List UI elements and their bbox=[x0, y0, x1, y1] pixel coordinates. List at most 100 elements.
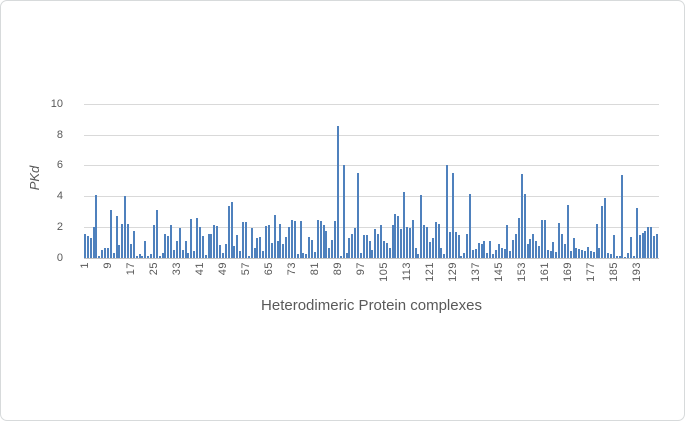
x-tick-label: 73 bbox=[285, 262, 298, 276]
bar bbox=[173, 249, 176, 258]
bar bbox=[325, 231, 328, 258]
bar bbox=[618, 255, 621, 258]
bar bbox=[650, 226, 653, 258]
bar bbox=[187, 252, 190, 258]
bar bbox=[405, 226, 408, 258]
x-tick-label: 137 bbox=[469, 262, 482, 282]
bar bbox=[316, 219, 319, 258]
bar bbox=[526, 243, 529, 258]
bar bbox=[311, 239, 314, 258]
bar bbox=[584, 251, 587, 258]
bar bbox=[290, 219, 293, 258]
bar bbox=[641, 232, 644, 258]
bar bbox=[124, 196, 127, 258]
bar bbox=[106, 248, 109, 258]
bar bbox=[635, 208, 638, 258]
x-tick-label: 9 bbox=[101, 262, 114, 269]
bar bbox=[423, 225, 426, 258]
bar bbox=[552, 242, 555, 258]
bar bbox=[431, 238, 434, 258]
bar bbox=[92, 226, 95, 258]
bar bbox=[397, 216, 400, 258]
bar bbox=[589, 250, 592, 258]
bar bbox=[135, 255, 138, 258]
bar bbox=[417, 253, 420, 258]
bar bbox=[95, 194, 98, 258]
bar bbox=[267, 225, 270, 258]
bar bbox=[515, 234, 518, 258]
bar bbox=[638, 235, 641, 258]
bar bbox=[615, 255, 618, 258]
bar bbox=[400, 229, 403, 258]
bar bbox=[256, 237, 259, 258]
bar bbox=[184, 240, 187, 258]
bar bbox=[178, 228, 181, 258]
bar bbox=[319, 220, 322, 258]
bar bbox=[365, 235, 368, 258]
gridline bbox=[84, 165, 659, 167]
y-tick-label: 4 bbox=[56, 190, 63, 203]
bar bbox=[486, 252, 489, 258]
bar bbox=[141, 255, 144, 258]
bar bbox=[253, 248, 256, 258]
x-tick-label: 25 bbox=[147, 262, 160, 276]
bar bbox=[380, 225, 383, 258]
bar bbox=[270, 242, 273, 258]
bar bbox=[339, 255, 342, 258]
bar bbox=[575, 248, 578, 258]
bar bbox=[279, 223, 282, 258]
bar bbox=[503, 249, 506, 258]
bar bbox=[348, 238, 351, 258]
y-tick-label: 0 bbox=[56, 251, 63, 264]
bar bbox=[621, 174, 624, 258]
bar bbox=[512, 239, 515, 258]
x-tick-label: 193 bbox=[630, 262, 643, 282]
x-tick-label: 121 bbox=[423, 262, 436, 282]
x-axis-title: Heterodimeric Protein complexes bbox=[261, 297, 482, 314]
x-tick-label: 65 bbox=[262, 262, 275, 276]
bar bbox=[480, 244, 483, 258]
bar bbox=[129, 243, 132, 258]
bar bbox=[155, 209, 158, 258]
x-tick-label: 161 bbox=[538, 262, 551, 282]
bar bbox=[471, 249, 474, 258]
bar bbox=[262, 251, 265, 258]
bar bbox=[213, 225, 216, 258]
bar bbox=[322, 224, 325, 258]
gridline bbox=[84, 196, 659, 198]
x-tick-label: 1 bbox=[79, 262, 91, 269]
bar bbox=[520, 173, 523, 258]
x-tick-label: 169 bbox=[561, 262, 574, 282]
bar bbox=[362, 235, 365, 258]
bar bbox=[546, 249, 549, 258]
bar bbox=[624, 256, 627, 258]
bar bbox=[535, 240, 538, 258]
bar bbox=[247, 255, 250, 258]
bar bbox=[403, 192, 405, 258]
bar bbox=[342, 165, 345, 258]
bar bbox=[437, 223, 440, 258]
x-tick-label: 49 bbox=[216, 262, 229, 276]
bar bbox=[112, 252, 115, 258]
bar bbox=[293, 221, 296, 258]
bar bbox=[466, 233, 469, 258]
bar bbox=[555, 252, 558, 258]
bar bbox=[469, 193, 472, 258]
bar bbox=[282, 244, 285, 258]
bar bbox=[474, 249, 477, 258]
bar bbox=[86, 236, 89, 258]
bar bbox=[578, 249, 581, 258]
bar bbox=[454, 232, 457, 258]
bar bbox=[477, 242, 480, 258]
x-tick-label: 33 bbox=[170, 262, 183, 276]
bar bbox=[420, 195, 423, 258]
bar bbox=[572, 238, 575, 258]
bar bbox=[359, 252, 362, 258]
bar bbox=[138, 254, 141, 258]
bar bbox=[494, 249, 497, 258]
bar bbox=[558, 222, 561, 258]
bar bbox=[127, 223, 130, 258]
bar bbox=[391, 224, 394, 258]
bar bbox=[132, 231, 135, 258]
